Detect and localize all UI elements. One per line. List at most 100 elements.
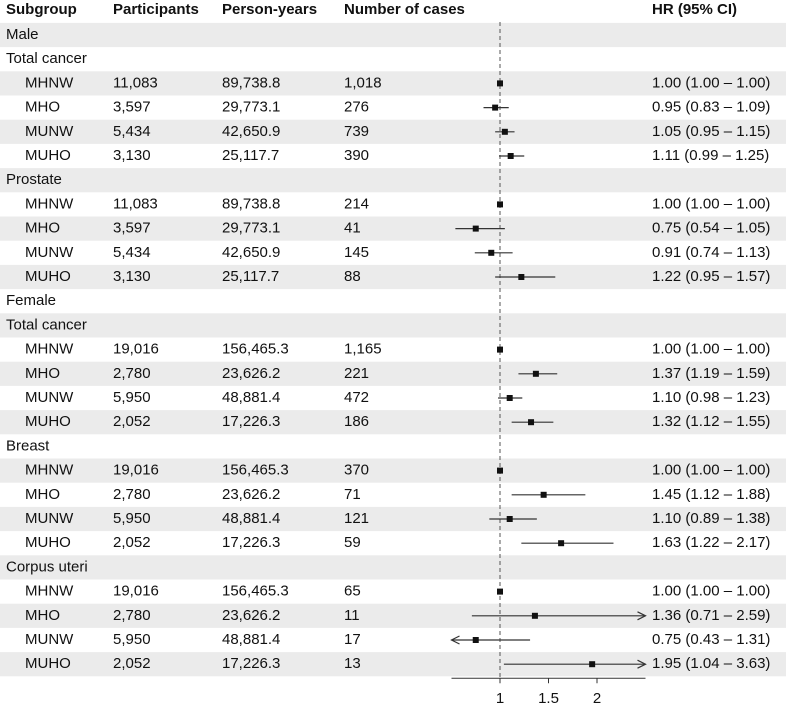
cell: 221 [344, 365, 369, 382]
subgroup-label: MHNW [25, 74, 74, 91]
hr-point [492, 104, 499, 111]
cell: 19,016 [113, 583, 159, 600]
cell: 1.00 (1.00 – 1.00) [652, 195, 770, 212]
cell: 370 [344, 462, 369, 479]
subgroup-label: MUHO [25, 268, 71, 285]
cell: 0.91 (0.74 – 1.13) [652, 244, 770, 261]
cell: 1.45 (1.12 – 1.88) [652, 486, 770, 503]
subgroup-label: MUNW [25, 244, 74, 261]
cell: 1.22 (0.95 – 1.57) [652, 268, 770, 285]
cell: 390 [344, 147, 369, 164]
cell: 1.36 (0.71 – 2.59) [652, 607, 770, 624]
cell: 88 [344, 268, 361, 285]
group-label: Corpus uteri [6, 558, 88, 575]
cell: 2,780 [113, 607, 151, 624]
cell: 1.00 (1.00 – 1.00) [652, 74, 770, 91]
cell: 59 [344, 534, 361, 551]
cell: 29,773.1 [222, 220, 280, 237]
cell: 23,626.2 [222, 486, 280, 503]
cell: 17 [344, 631, 361, 648]
group-label: Total cancer [6, 316, 87, 333]
cell: 156,465.3 [222, 462, 289, 479]
row-shade [0, 458, 786, 483]
cell: 29,773.1 [222, 99, 280, 116]
row-shade [0, 652, 786, 677]
row-shade [0, 506, 786, 532]
cell: 472 [344, 389, 369, 406]
cell: 0.75 (0.54 – 1.05) [652, 220, 770, 237]
row-shade [0, 603, 786, 628]
x-tick-label: 1 [496, 690, 504, 707]
row-shade [0, 71, 786, 96]
cell: 89,738.8 [222, 74, 280, 91]
row-shade [0, 555, 786, 580]
row-shade [0, 361, 786, 386]
hr-point [506, 395, 513, 401]
subgroup-label: MHNW [25, 583, 74, 600]
subgroup-label: MHNW [25, 195, 74, 212]
subgroup-label: MUHO [25, 534, 71, 551]
subgroup-label: MHO [25, 486, 60, 503]
cell: 3,597 [113, 220, 151, 237]
cell: 71 [344, 486, 361, 503]
row-shade [0, 216, 786, 241]
cell: 17,226.3 [222, 655, 280, 672]
row-shade [0, 22, 786, 48]
cell: 156,465.3 [222, 583, 289, 600]
cell: 41 [344, 220, 361, 237]
subgroup-label: MHNW [25, 341, 74, 358]
cell: 2,780 [113, 486, 151, 503]
column-header: Subgroup [6, 1, 77, 18]
cell: 1.05 (0.95 – 1.15) [652, 123, 770, 140]
cell: 156,465.3 [222, 341, 289, 358]
cell: 3,130 [113, 268, 151, 285]
subgroup-label: MHO [25, 99, 60, 116]
hr-point [518, 274, 525, 280]
ci-arrow [637, 659, 647, 669]
cell: 214 [344, 195, 369, 212]
column-header: Participants [113, 1, 199, 18]
subgroup-label: MUNW [25, 389, 74, 406]
group-label: Prostate [6, 171, 62, 188]
cell: 2,052 [113, 534, 151, 551]
row-shade [0, 313, 786, 338]
column-header: Number of cases [344, 1, 465, 18]
cell: 5,950 [113, 631, 151, 648]
cell: 2,052 [113, 655, 151, 672]
subgroup-label: MHNW [25, 462, 74, 479]
cell: 5,434 [113, 123, 151, 140]
row-shade [0, 119, 786, 144]
cell: 0.75 (0.43 – 1.31) [652, 631, 770, 648]
cell: 1.10 (0.89 – 1.38) [652, 510, 770, 527]
x-tick-label: 2 [593, 690, 601, 707]
cell: 11,083 [113, 74, 158, 91]
cell: 5,950 [113, 389, 151, 406]
hr-point [532, 370, 539, 377]
subgroup-label: MUNW [25, 510, 74, 527]
column-header: Person-years [222, 1, 317, 18]
cell: 11 [344, 607, 360, 624]
hr-point [497, 588, 503, 595]
cell: 1.37 (1.19 – 1.59) [652, 365, 770, 382]
cell: 145 [344, 244, 369, 261]
cell: 1.00 (1.00 – 1.00) [652, 462, 770, 479]
cell: 11,083 [113, 195, 158, 212]
cell: 48,881.4 [222, 389, 280, 406]
cell: 65 [344, 583, 361, 600]
cell: 42,650.9 [222, 123, 280, 140]
cell: 739 [344, 123, 369, 140]
cell: 186 [344, 413, 369, 430]
hr-point [528, 419, 535, 426]
x-tick-label: 1.5 [538, 690, 559, 707]
hr-point [472, 225, 479, 232]
cell: 1,165 [344, 341, 382, 358]
cell: 25,117.7 [222, 147, 279, 164]
subgroup-label: MUNW [25, 631, 74, 648]
subgroup-label: MHO [25, 365, 60, 382]
cell: 1,018 [344, 74, 382, 91]
cell: 1.11 (0.99 – 1.25) [652, 147, 769, 164]
cell: 276 [344, 99, 369, 116]
cell: 1.10 (0.98 – 1.23) [652, 389, 770, 406]
cell: 0.95 (0.83 – 1.09) [652, 99, 770, 116]
